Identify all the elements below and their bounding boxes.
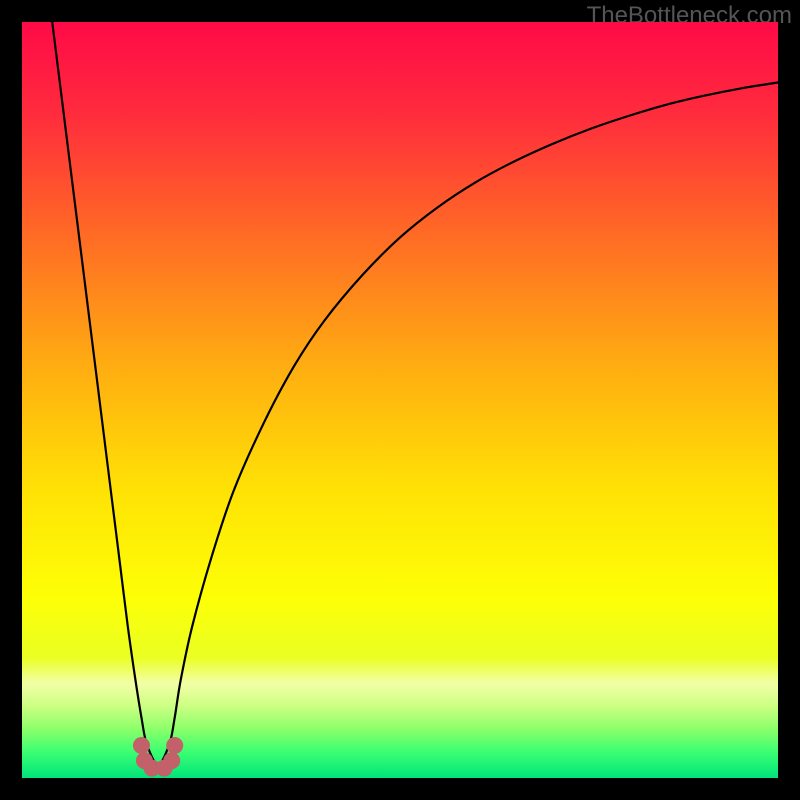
gradient-background [22,22,778,778]
bottleneck-curve-chart [22,22,778,778]
chart-frame: TheBottleneck.com [0,0,800,800]
marker-point [133,737,150,754]
marker-point [163,752,180,769]
plot-area [22,22,778,778]
marker-point [166,737,183,754]
